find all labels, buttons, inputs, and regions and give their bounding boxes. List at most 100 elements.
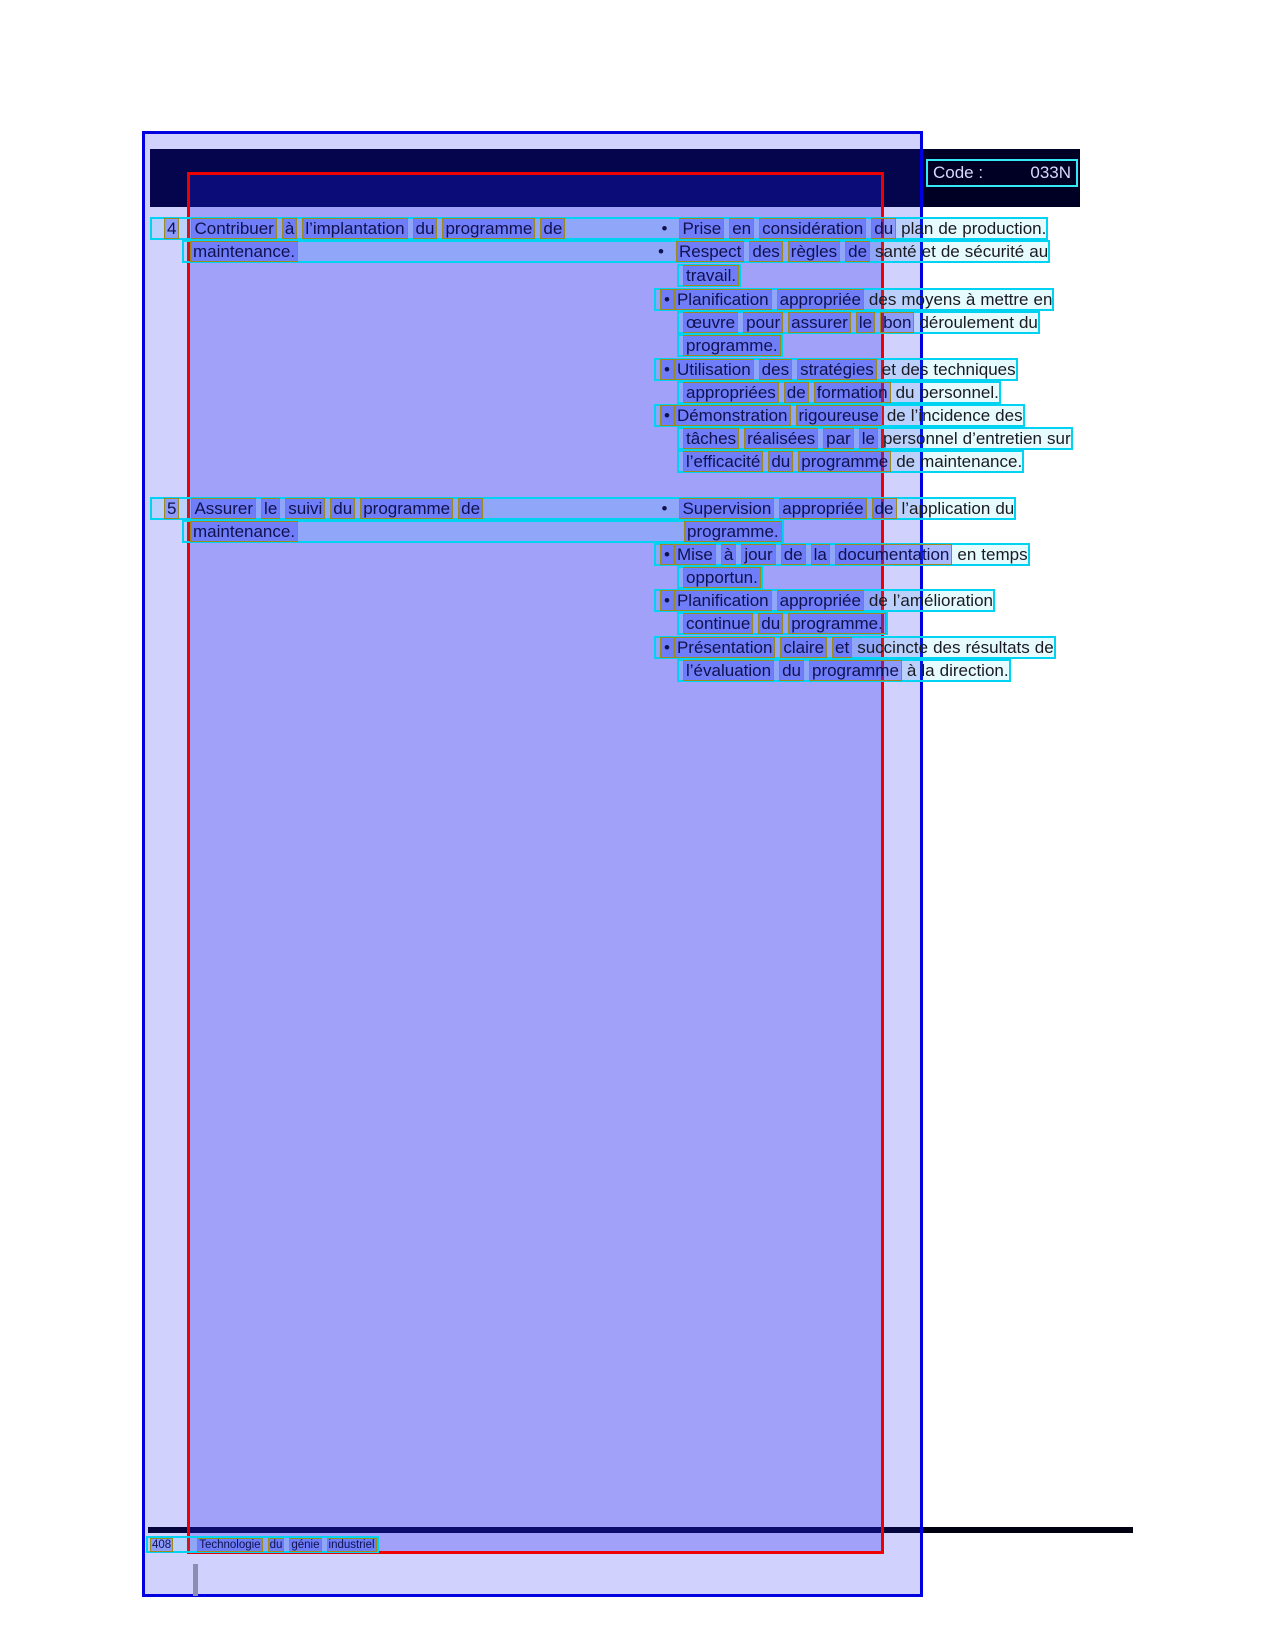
word-box: jour — [741, 544, 776, 565]
word: de — [1034, 638, 1054, 657]
bullet-icon: • — [661, 499, 668, 518]
word-box: par — [823, 428, 854, 449]
plain-words: et des techniques — [882, 360, 1016, 379]
ocr-line-box: programme. — [677, 334, 783, 357]
word: et — [881, 360, 896, 379]
boxed-words: Technologie du génie industriel — [197, 1537, 377, 1552]
ocr-line-box: œuvre pour assurer le bon déroulement du — [677, 311, 1040, 334]
boxed-words: appropriées de formation — [683, 382, 891, 403]
ocr-line-box: 408 Technologie du génie industriel — [146, 1536, 379, 1553]
bullet-icon: • — [660, 637, 674, 658]
boxed-words: œuvre pour assurer le bon — [683, 312, 915, 333]
word-box: travail. — [683, 265, 740, 286]
word: résultats — [965, 638, 1030, 657]
word-box: des — [758, 359, 793, 380]
word-box: du — [267, 1537, 285, 1552]
word-box: appropriées — [683, 382, 779, 403]
word-box: appropriée — [776, 289, 864, 310]
bullet-icon: • — [660, 405, 674, 426]
word: à — [906, 661, 917, 680]
word-box: du — [412, 218, 438, 239]
word-box: Présentation — [673, 637, 776, 658]
word: l’amélioration — [892, 591, 993, 610]
word: moyens — [901, 290, 961, 309]
word-box: le — [858, 428, 878, 449]
word-box: de — [871, 498, 897, 519]
boxed-words: l’efficacité du programme — [683, 451, 892, 472]
word-box: Planification — [673, 590, 772, 611]
word-box: programme. — [684, 521, 782, 542]
word-box: du — [758, 613, 784, 634]
word-box: Démonstration — [673, 405, 791, 426]
word: sur — [1047, 429, 1071, 448]
plain-words: de l’amélioration — [869, 591, 993, 610]
word-box: programme. — [683, 335, 781, 356]
word-box: stratégies — [797, 359, 877, 380]
word-box: de — [458, 498, 484, 519]
word: la — [921, 661, 935, 680]
word-box: pour — [743, 312, 784, 333]
boxed-words: l’évaluation du programme — [683, 660, 902, 681]
word: maintenance. — [920, 452, 1023, 471]
word-box: du — [779, 660, 804, 681]
word-box: appropriée — [779, 498, 867, 519]
boxed-words: programme. — [683, 335, 781, 356]
code-label: Code : — [933, 163, 984, 182]
word: mettre — [980, 290, 1029, 309]
header-bar — [150, 149, 1080, 207]
plain-words: déroulement du — [919, 313, 1037, 332]
word: santé — [875, 242, 917, 261]
word-box: Prise — [679, 218, 725, 239]
word-box: Technologie — [197, 1537, 263, 1552]
word: des — [868, 290, 897, 309]
bullet-icon: • — [660, 544, 674, 565]
word-box: à — [281, 218, 298, 239]
word: personnel — [882, 429, 958, 448]
word-box: formation — [813, 382, 891, 403]
statement-words: Contribuer à l’implantation du programme de — [191, 218, 661, 239]
ocr-line-box: • Utilisation des stratégies et des techniques — [654, 358, 1018, 381]
word-box: des — [749, 241, 783, 262]
word-box: Contribuer — [191, 218, 277, 239]
word-box: règles — [787, 241, 841, 262]
page-region-overlay — [142, 131, 923, 1597]
word-box: de — [540, 218, 566, 239]
word-box: du — [871, 218, 897, 239]
word-box: du — [768, 451, 794, 472]
ocr-line-box: • Planification appropriée des moyens à mettre… — [654, 288, 1055, 311]
plain-words: du personnel. — [896, 383, 999, 402]
word: de — [868, 591, 888, 610]
ocr-line-box: maintenance. • Respect des règles de santé et de… — [182, 240, 1051, 263]
word: d’entretien — [962, 429, 1043, 448]
word-box: de — [783, 382, 809, 403]
word: et — [921, 242, 936, 261]
word: techniques — [933, 360, 1016, 379]
word-box: rigoureuse — [795, 405, 882, 426]
ocr-line-box: opportun. — [677, 566, 763, 589]
word-box: à — [720, 544, 737, 565]
word: des — [995, 406, 1023, 425]
word: direction. — [939, 661, 1009, 680]
ocr-line-box: 5 Assurer le suivi du programme de • Supervision… — [150, 497, 1017, 520]
word-box: Mise — [673, 544, 716, 565]
ocr-line-box: maintenance. programme. — [182, 520, 784, 543]
bullet-icon: • — [661, 219, 668, 238]
word-box: opportun. — [683, 567, 761, 588]
word-box: assurer — [788, 312, 851, 333]
boxed-words: programme. — [684, 521, 782, 542]
word-box: œuvre — [683, 312, 739, 333]
word: personnel. — [919, 383, 999, 402]
code-box: Code : 033N — [926, 159, 1078, 187]
word-box: de — [845, 241, 871, 262]
plain-words: personnel d’entretien sur — [883, 429, 1071, 448]
ocr-line-box: l’efficacité du programme de maintenance. — [677, 450, 1025, 473]
text-cursor-bar — [193, 1564, 198, 1596]
statement-words: maintenance. — [190, 241, 658, 262]
word-box: Utilisation — [673, 359, 754, 380]
ocr-line-box: • Présentation claire et succincte des résulta… — [654, 636, 1056, 659]
boxed-words: Planification appropriée — [673, 289, 864, 310]
plain-words: plan de production. — [901, 219, 1046, 238]
boxed-words: Utilisation des stratégies — [673, 359, 877, 380]
bullet-icon: • — [660, 590, 674, 611]
word-box: Assurer — [191, 498, 257, 519]
